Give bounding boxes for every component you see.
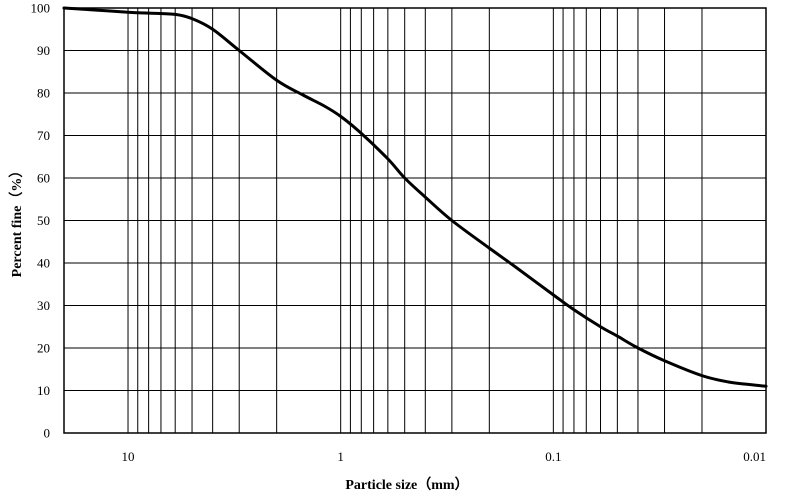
x-tick-label: 0.1 <box>545 449 561 464</box>
y-axis-title: Percent fine（%） <box>9 164 25 278</box>
y-tick-label: 10 <box>37 383 50 398</box>
x-axis-title: Particle size（mm） <box>345 477 468 493</box>
y-tick-label: 40 <box>37 256 50 271</box>
y-tick-label: 20 <box>37 341 50 356</box>
y-tick-label: 80 <box>37 86 50 101</box>
horizontal-gridlines <box>64 50 766 391</box>
y-tick-label: 60 <box>37 171 50 186</box>
x-tick-label: 10 <box>122 449 135 464</box>
x-tick-label: 1 <box>337 449 344 464</box>
x-axis-tick-labels: 10 1 0.1 0.01 <box>122 449 766 464</box>
y-tick-label: 70 <box>37 128 50 143</box>
y-tick-label: 0 <box>44 426 51 441</box>
y-tick-label: 100 <box>31 1 51 16</box>
grading-curve-line <box>62 6 768 388</box>
y-tick-label: 50 <box>37 213 50 228</box>
y-tick-label: 30 <box>37 298 50 313</box>
y-axis-tick-labels: 0 10 20 30 40 50 60 70 80 90 100 <box>31 1 51 441</box>
x-tick-label: 0.01 <box>743 449 766 464</box>
y-tick-label: 90 <box>37 43 50 58</box>
plot-area-frame <box>63 7 767 434</box>
